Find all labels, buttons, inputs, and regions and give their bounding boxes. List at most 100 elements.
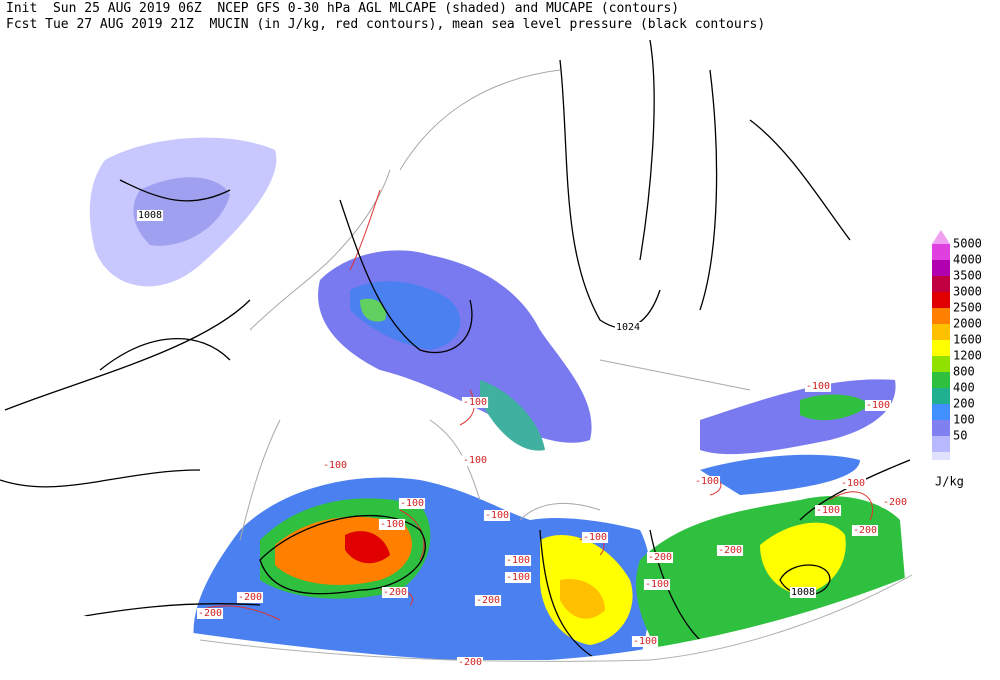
label-halo: [504, 572, 532, 583]
map-edge-mask: [0, 575, 912, 680]
legend-swatch: [932, 292, 950, 308]
label-halo: [381, 587, 409, 598]
label-halo: [814, 505, 842, 516]
legend-label: 1200: [953, 349, 982, 363]
header-line: Fcst Tue 27 AUG 2019 21Z MUCIN (in J/kg,…: [6, 17, 765, 32]
legend-swatch: [932, 340, 950, 356]
label-halo: [789, 587, 817, 598]
cin-label: -100: [323, 460, 347, 471]
isobar: [0, 39, 911, 671]
label-halo: [321, 460, 349, 471]
label-halo: [804, 381, 832, 392]
cape-shading: [133, 177, 230, 246]
cin-label: -100: [633, 636, 657, 647]
cin-label: -100: [695, 476, 719, 487]
legend-swatch: [932, 404, 950, 420]
label-halo: [461, 397, 489, 408]
cin-label: -200: [238, 592, 262, 603]
legend-label: 4000: [953, 253, 982, 267]
cin-label: -200: [458, 657, 482, 668]
legend-label: 200: [953, 397, 975, 411]
legend-swatch: [932, 308, 950, 324]
legend-swatch: [932, 372, 950, 388]
legend-label: 2500: [953, 301, 982, 315]
cape-shading: [360, 298, 386, 322]
map-area: [0, 39, 913, 680]
cin-label: -200: [883, 497, 907, 508]
cin-label: -100: [485, 510, 509, 521]
cape-shading: [345, 531, 390, 564]
pressure-label: 1008: [138, 210, 162, 221]
legend-label: 3000: [953, 285, 982, 299]
label-halo: [196, 608, 224, 619]
cin-label: -100: [645, 579, 669, 590]
legend-label: 400: [953, 381, 975, 395]
label-halo: [483, 510, 511, 521]
label-halo: [716, 545, 744, 556]
cape-shading: [350, 281, 461, 350]
legend-label: 1600: [953, 333, 982, 347]
contour-labels: 1008 1024 1008 -100 -100 -100 -100 -100 …: [136, 210, 909, 668]
label-halo: [881, 497, 909, 508]
legend-swatch: [932, 420, 950, 436]
legend-swatch: [932, 324, 950, 340]
legend-unit: J/kg: [935, 475, 964, 489]
label-halo: [614, 322, 642, 333]
cin-label: -100: [380, 519, 404, 530]
label-halo: [461, 455, 489, 466]
map-edge: [199, 574, 913, 662]
cin-label: -200: [383, 587, 407, 598]
cape-shading: [700, 379, 896, 455]
legend-swatch: [932, 244, 950, 260]
header: Init Sun 25 AUG 2019 06Z NCEP GFS 0-30 h…: [6, 1, 765, 32]
legend-swatch: [932, 276, 950, 292]
label-halo: [136, 210, 164, 221]
label-halo: [581, 532, 609, 543]
legend-swatch: [932, 260, 950, 276]
cape-shading: [275, 516, 412, 585]
legend-label: 3500: [953, 269, 982, 283]
label-halo: [839, 478, 867, 489]
cin-label: -100: [506, 555, 530, 566]
cin-label: -100: [400, 498, 424, 509]
label-halo: [456, 657, 484, 668]
cin-label: -200: [648, 552, 672, 563]
label-halo: [504, 555, 532, 566]
cape-shading: [480, 380, 545, 451]
label-halo: [398, 498, 426, 509]
legend-label: 100: [953, 413, 975, 427]
cin-label: -100: [841, 478, 865, 489]
label-halo: [474, 595, 502, 606]
header-line: Init Sun 25 AUG 2019 06Z NCEP GFS 0-30 h…: [6, 1, 679, 16]
legend: J/kg 5000 4000 3500 3000 2500 2000 1600 1200 800…: [932, 230, 982, 489]
cape-shading: [700, 454, 860, 495]
cin-label: -100: [806, 381, 830, 392]
legend-swatch: [932, 452, 950, 460]
legend-label: 2000: [953, 317, 982, 331]
cin-label: -100: [583, 532, 607, 543]
label-halo: [646, 552, 674, 563]
label-halo: [643, 579, 671, 590]
pressure-label: 1024: [616, 322, 640, 333]
cin-label: -100: [463, 397, 487, 408]
label-halo: [864, 400, 892, 411]
pressure-label: 1008: [791, 587, 815, 598]
cin-label: -100: [816, 505, 840, 516]
legend-swatch: [932, 436, 950, 452]
cin-label: -200: [476, 595, 500, 606]
cape-shading: [318, 250, 592, 443]
legend-label: 5000: [953, 237, 982, 251]
cin-label: -200: [198, 608, 222, 619]
legend-top-arrow: [932, 230, 950, 244]
label-halo: [851, 525, 879, 536]
cin-label: -100: [463, 455, 487, 466]
label-halo: [378, 519, 406, 530]
legend-label: 800: [953, 365, 975, 379]
label-halo: [631, 636, 659, 647]
cin-label: -100: [866, 400, 890, 411]
cin-label: -100: [506, 572, 530, 583]
label-halo: [236, 592, 264, 603]
cin-label: -200: [853, 525, 877, 536]
label-halo: [693, 476, 721, 487]
